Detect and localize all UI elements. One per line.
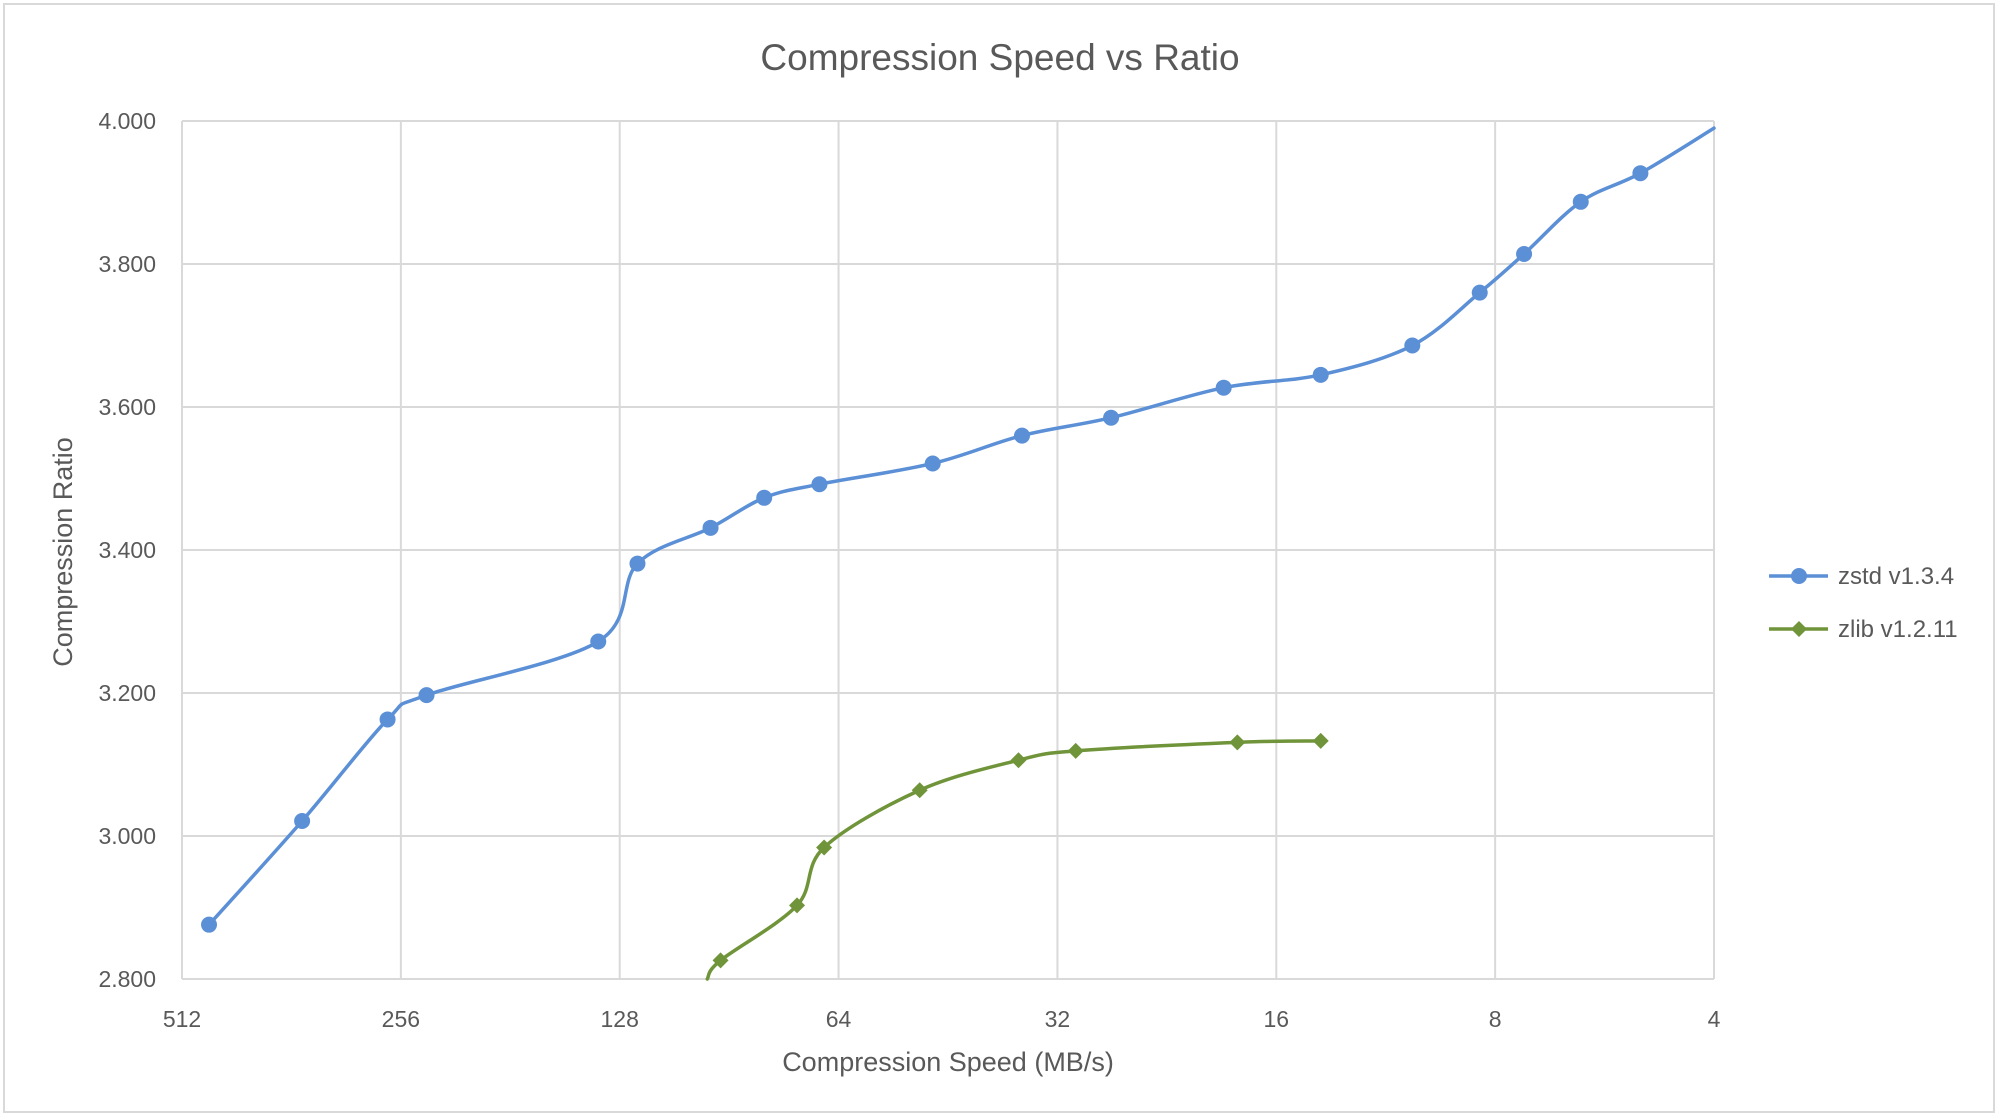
x-tick-label: 64 bbox=[826, 1006, 852, 1032]
grid-lines bbox=[181, 120, 1715, 980]
data-point-zlib-v1-2-11 bbox=[1312, 732, 1329, 749]
data-point-zlib-v1-2-11 bbox=[712, 952, 729, 969]
legend: zstd v1.3.4 zlib v1.2.11 bbox=[1769, 563, 1958, 643]
data-point-zstd-v1-3-4 bbox=[629, 555, 646, 572]
legend-marker-zlib-v1-2-11 bbox=[1791, 621, 1807, 637]
x-tick-label: 16 bbox=[1263, 1006, 1289, 1032]
data-point-zlib-v1-2-11 bbox=[1229, 734, 1246, 751]
y-tick-label: 3.800 bbox=[98, 251, 156, 277]
data-point-zlib-v1-2-11 bbox=[1067, 742, 1084, 759]
data-point-zstd-v1-3-4 bbox=[1103, 409, 1120, 426]
data-point-zstd-v1-3-4 bbox=[1471, 284, 1488, 301]
data-point-zstd-v1-3-4 bbox=[1404, 337, 1421, 354]
data-point-zlib-v1-2-11 bbox=[1010, 752, 1027, 769]
axes: 2.800 3.000 3.200 3.400 3.600 3.800 4.000 512 25… bbox=[98, 108, 1720, 1032]
series-layer bbox=[201, 126, 1716, 981]
data-point-zstd-v1-3-4 bbox=[590, 633, 607, 650]
data-point-zstd-v1-3-4 bbox=[811, 476, 828, 493]
y-tick-label: 3.600 bbox=[98, 394, 156, 420]
data-point-zlib-v1-2-11 bbox=[789, 897, 806, 914]
data-point-zstd-v1-3-4 bbox=[1632, 165, 1649, 182]
y-tick-label: 2.800 bbox=[98, 966, 156, 992]
data-point-zstd-v1-3-4 bbox=[1572, 193, 1589, 210]
legend-marker-zstd-v1-3-4 bbox=[1791, 568, 1807, 584]
x-tick-label: 8 bbox=[1489, 1006, 1502, 1032]
y-tick-label: 3.400 bbox=[98, 537, 156, 563]
data-point-zstd-v1-3-4 bbox=[379, 711, 396, 728]
y-tick-label: 4.000 bbox=[98, 108, 156, 134]
y-tick-label: 3.200 bbox=[98, 680, 156, 706]
series-line-zlib-v1-2-11 bbox=[705, 739, 1323, 981]
x-tick-label: 128 bbox=[601, 1006, 639, 1032]
data-point-zstd-v1-3-4 bbox=[1215, 379, 1232, 396]
data-point-zstd-v1-3-4 bbox=[702, 519, 719, 536]
data-point-zlib-v1-2-11 bbox=[911, 782, 928, 799]
y-tick-label: 3.000 bbox=[98, 823, 156, 849]
data-point-zstd-v1-3-4 bbox=[756, 489, 773, 506]
data-point-zstd-v1-3-4 bbox=[294, 812, 311, 829]
x-tick-label: 512 bbox=[163, 1006, 201, 1032]
x-tick-label: 32 bbox=[1045, 1006, 1071, 1032]
data-point-zstd-v1-3-4 bbox=[1516, 245, 1533, 262]
legend-label-zlib-v1-2-11: zlib v1.2.11 bbox=[1838, 616, 1958, 643]
data-point-zstd-v1-3-4 bbox=[924, 455, 941, 472]
chart-frame bbox=[3, 3, 1995, 1113]
legend-label-zstd-v1-3-4: zstd v1.3.4 bbox=[1838, 563, 1954, 590]
data-point-zstd-v1-3-4 bbox=[1013, 427, 1030, 444]
y-axis-title: Compression Ratio bbox=[48, 437, 78, 667]
data-point-zstd-v1-3-4 bbox=[418, 687, 435, 704]
x-axis-title: Compression Speed (MB/s) bbox=[782, 1047, 1114, 1077]
chart-title: Compression Speed vs Ratio bbox=[760, 37, 1239, 78]
series-line-zstd-v1-3-4 bbox=[207, 126, 1716, 927]
x-tick-label: 256 bbox=[382, 1006, 420, 1032]
data-point-zlib-v1-2-11 bbox=[816, 839, 833, 856]
x-tick-label: 4 bbox=[1708, 1006, 1721, 1032]
data-point-zstd-v1-3-4 bbox=[1312, 366, 1329, 383]
data-point-zstd-v1-3-4 bbox=[201, 916, 218, 933]
